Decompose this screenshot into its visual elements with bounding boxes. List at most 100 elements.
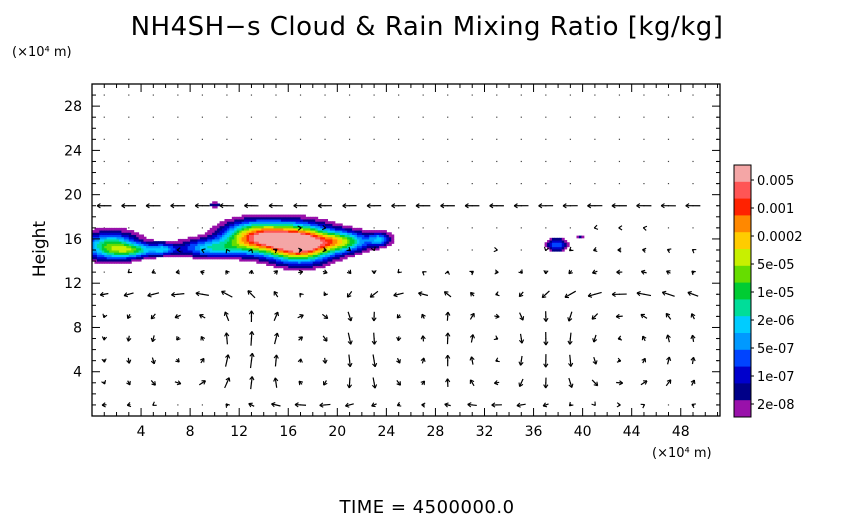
- cloud-cell: [551, 248, 555, 252]
- wind-arrow-head: [200, 270, 205, 275]
- cloud-cell: [310, 265, 314, 269]
- cloud-cell: [300, 267, 304, 271]
- wind-arrow-head: [225, 403, 230, 408]
- cloud-cell: [290, 230, 294, 233]
- wind-arrow: [100, 292, 109, 296]
- chart-title: NH4SH−s Cloud & Rain Mixing Ratio [kg/kg…: [130, 12, 724, 42]
- cloud-cell: [133, 245, 137, 249]
- grid-dot: [201, 160, 203, 163]
- cloud-cell: [182, 243, 186, 247]
- cloud-cell: [253, 225, 257, 229]
- cloud-cell: [114, 234, 118, 238]
- wind-arrow-head: [101, 379, 107, 385]
- cloud-cell: [295, 258, 299, 262]
- cloud-cell: [195, 236, 198, 240]
- cloud-cell: [549, 237, 553, 241]
- cloud-cell: [219, 250, 223, 253]
- cloud-cell: [101, 256, 105, 260]
- cloud-cell: [337, 258, 341, 262]
- cloud-cell: [359, 238, 363, 242]
- cloud-cell: [310, 247, 314, 251]
- cloud-cell: [285, 221, 289, 224]
- wind-arrow-head: [176, 336, 181, 341]
- cloud-cell: [278, 256, 282, 260]
- cloud-cell: [266, 252, 270, 255]
- cloud-cell: [317, 258, 321, 262]
- cloud-cell: [322, 265, 326, 269]
- cloud-cell: [266, 258, 270, 262]
- cloud-cell: [371, 245, 375, 249]
- cloud-cell: [214, 232, 218, 236]
- cloud-cell: [268, 258, 272, 262]
- cloud-cell: [280, 265, 284, 269]
- cloud-cell: [175, 254, 179, 258]
- cloud-cell: [381, 243, 385, 247]
- wind-arrow: [247, 290, 256, 299]
- cloud-cell: [285, 232, 289, 236]
- grid-dot: [545, 94, 547, 96]
- cloud-cell: [209, 247, 213, 251]
- cloud-cell: [226, 252, 230, 255]
- cloud-cell: [126, 252, 130, 255]
- cloud-cell: [121, 258, 125, 262]
- wind-arrow: [393, 292, 404, 297]
- grid-dot: [348, 116, 351, 118]
- grid-dot: [324, 183, 326, 185]
- cloud-cell: [212, 243, 216, 247]
- cloud-cell: [123, 256, 127, 260]
- wind-arrow: [271, 403, 281, 407]
- cloud-cell: [273, 230, 277, 233]
- cloud-cell: [354, 241, 358, 244]
- cloud-cell: [212, 203, 216, 207]
- cloud-cell: [253, 232, 257, 236]
- cloud-cell: [241, 258, 245, 262]
- cloud-cell: [268, 234, 272, 238]
- cloud-cell: [251, 223, 255, 227]
- cloud-cell: [256, 214, 260, 218]
- grid-dot: [299, 116, 302, 118]
- cloud-cell: [224, 227, 228, 231]
- cloud-cell: [278, 223, 282, 227]
- cloud-cell: [266, 234, 270, 238]
- cloud-cell: [273, 261, 277, 264]
- cloud-cell: [349, 234, 353, 238]
- cloud-cell: [244, 250, 248, 253]
- cloud-cell: [327, 238, 331, 242]
- colorbar-segment: [734, 400, 751, 418]
- cloud-cell: [258, 225, 262, 229]
- wind-arrow-head: [617, 335, 623, 341]
- wind-arrow-head: [247, 290, 252, 295]
- cloud-cell: [347, 227, 351, 231]
- cloud-cell: [175, 243, 179, 247]
- cloud-cell: [376, 247, 380, 251]
- cloud-cell: [322, 230, 326, 233]
- cloud-cell: [170, 252, 174, 255]
- cloud-cell: [271, 221, 275, 224]
- wind-arrow-head: [150, 337, 156, 343]
- cloud-cell: [383, 243, 387, 247]
- wind-arrow-head: [666, 270, 671, 275]
- grid-dot: [471, 183, 473, 185]
- cloud-cell: [322, 263, 326, 266]
- cloud-cell: [334, 230, 338, 233]
- wind-arrow-head: [665, 312, 671, 318]
- cloud-cell: [327, 221, 331, 224]
- wind-arrow: [195, 292, 209, 296]
- cloud-cell: [126, 241, 130, 244]
- cloud-cell: [349, 243, 353, 247]
- cloud-cell: [302, 238, 306, 242]
- cloud-cell: [293, 252, 297, 255]
- cloud-cell: [315, 250, 319, 253]
- grid-dot: [496, 183, 498, 185]
- cloud-cell: [229, 225, 233, 229]
- cloud-cell: [344, 245, 348, 249]
- cloud-cell: [256, 261, 260, 264]
- cloud-cell: [285, 267, 289, 271]
- cloud-cell: [128, 250, 132, 253]
- wind-arrow-head: [543, 363, 549, 368]
- cloud-cell: [190, 252, 194, 255]
- cloud-cell: [121, 250, 125, 253]
- cloud-cell: [342, 250, 346, 253]
- cloud-cell: [261, 234, 265, 238]
- colorbar-label: 5e-05: [757, 258, 795, 273]
